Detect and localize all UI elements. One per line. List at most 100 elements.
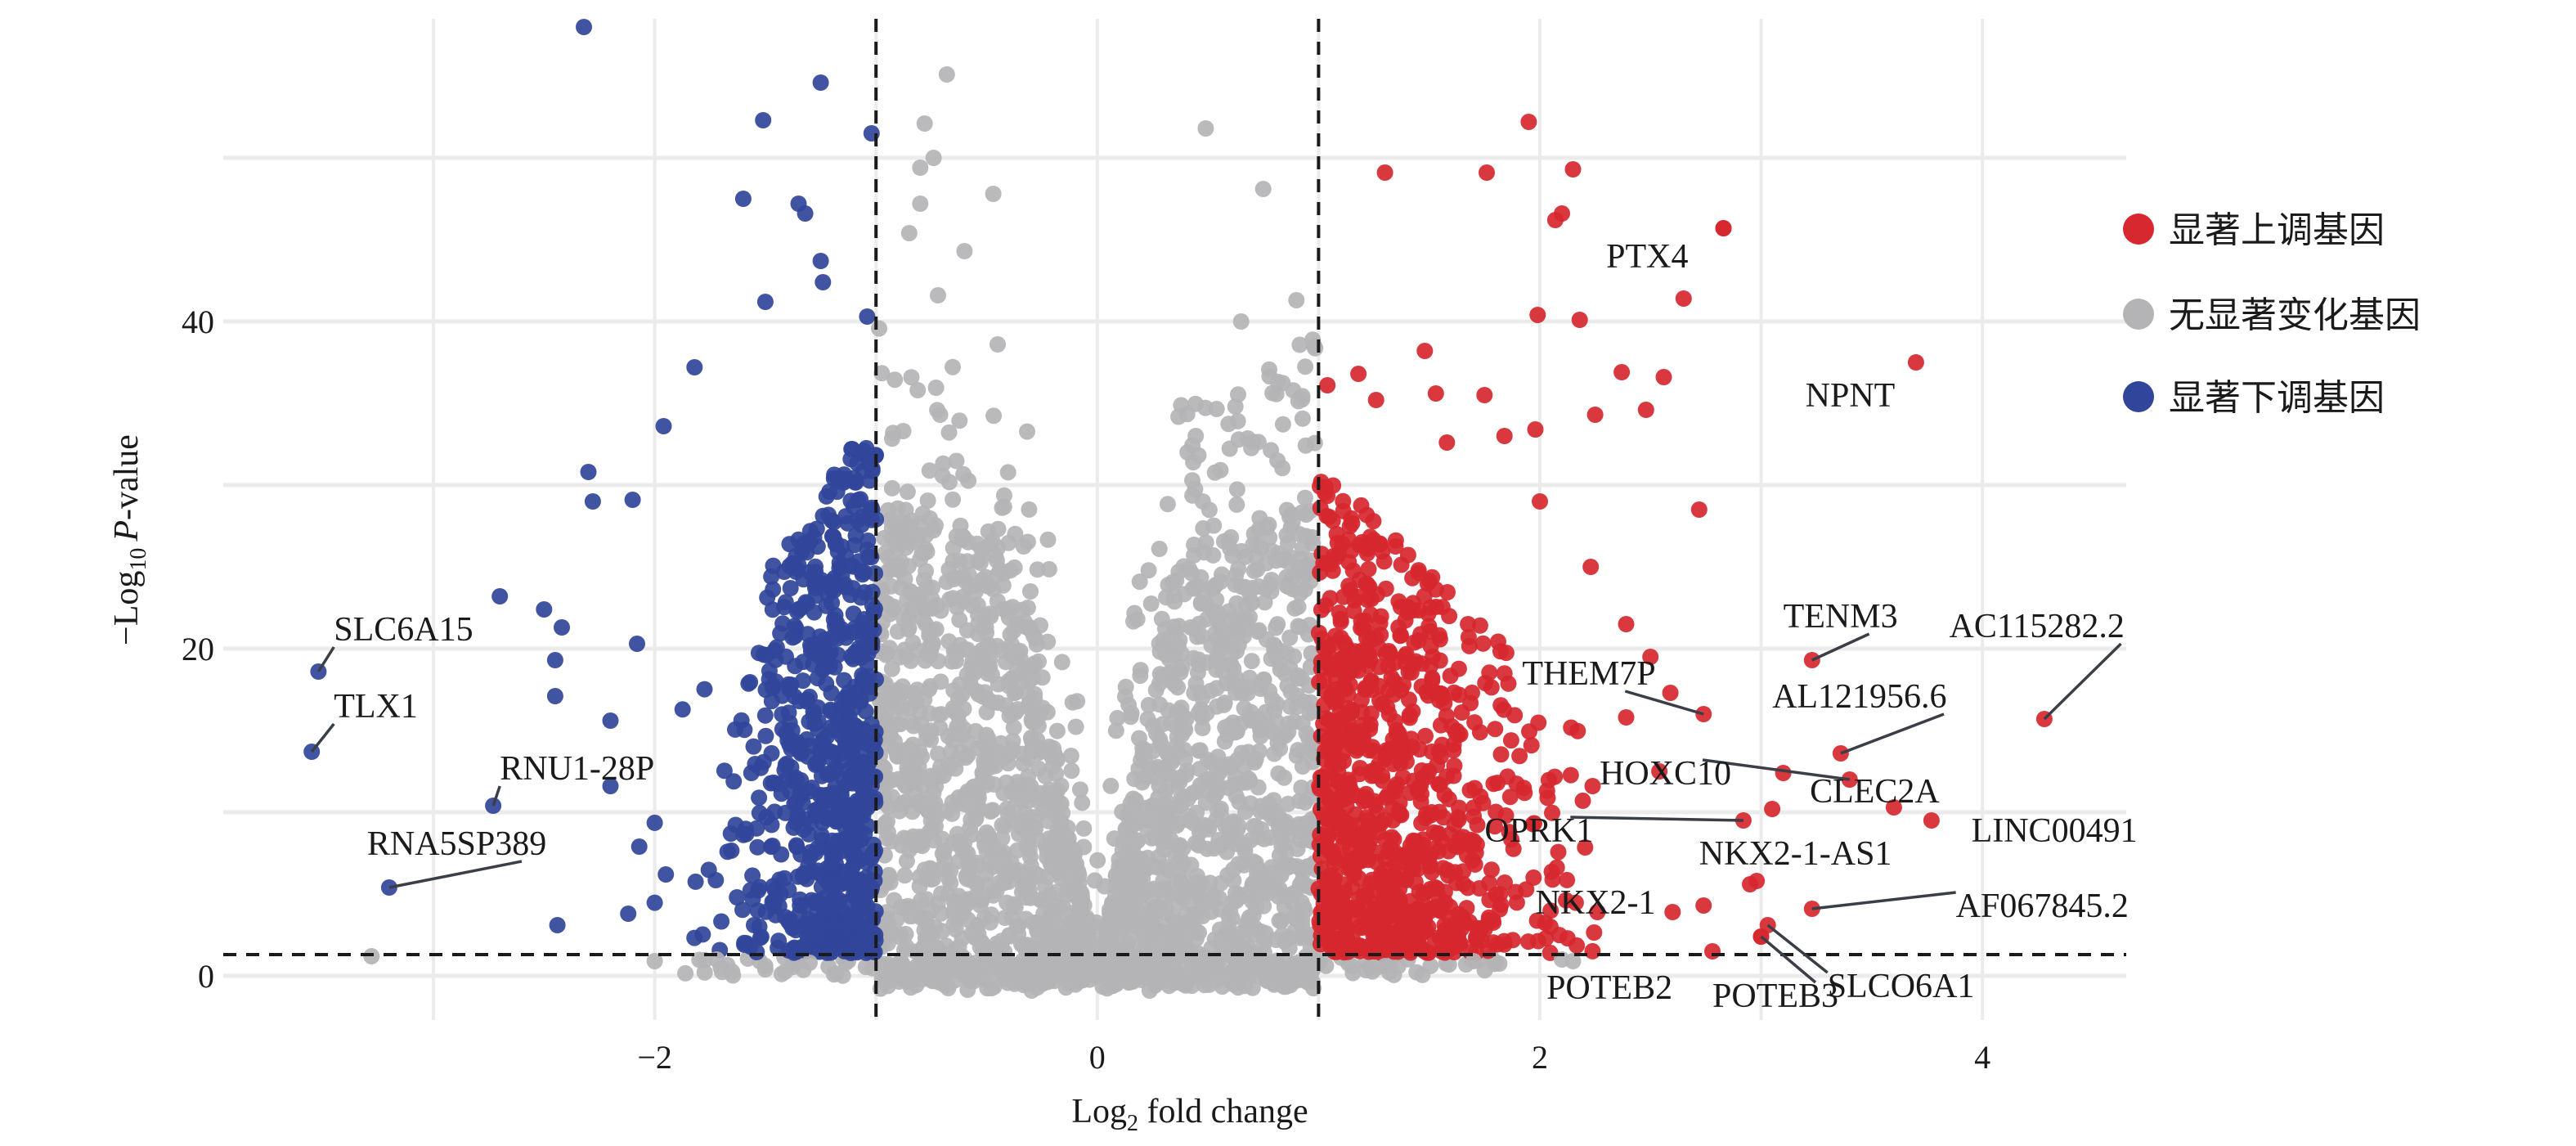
ns-point: [1025, 714, 1042, 731]
ns-point: [1064, 694, 1081, 711]
ns-point: [1274, 416, 1291, 433]
up-point: [1434, 929, 1451, 946]
down-point: [776, 762, 793, 779]
down-point: [687, 873, 704, 890]
gene-label: TENM3: [1784, 598, 1898, 636]
up-point: [1518, 881, 1535, 898]
ns-point: [1102, 777, 1120, 794]
ns-point: [1218, 939, 1235, 955]
ns-point: [1271, 655, 1288, 672]
ns-point: [999, 464, 1016, 481]
ns-point: [1151, 541, 1168, 557]
ns-point: [1050, 898, 1067, 915]
ns-point: [900, 225, 918, 241]
ns-point: [1194, 690, 1211, 707]
up-point: [1406, 655, 1422, 672]
up-point: [1422, 599, 1439, 616]
down-point: [674, 701, 691, 718]
up-point: [1538, 782, 1555, 799]
y-axis-title-rest: -value: [108, 434, 146, 520]
ns-point: [886, 371, 904, 389]
legend-item-up[interactable]: 显著上调基因: [2123, 209, 2385, 251]
ns-point: [1172, 769, 1189, 786]
up-point: [1389, 726, 1406, 743]
ns-point: [1030, 760, 1047, 777]
up-point: [1419, 575, 1436, 592]
ns-point: [934, 845, 951, 862]
ns-point: [1228, 481, 1245, 498]
up-point: [1637, 402, 1654, 418]
ns-point: [982, 536, 999, 553]
ns-point: [1274, 927, 1290, 944]
down-point: [855, 624, 872, 641]
up-point: [1364, 739, 1381, 756]
legend-item-down[interactable]: 显著下调基因: [2123, 377, 2385, 419]
up-point: [1358, 545, 1376, 562]
ns-point: [903, 369, 920, 386]
up-point: [1451, 686, 1468, 703]
ns-point: [1230, 431, 1247, 448]
gene-label: RNA5SP389: [367, 825, 546, 863]
ns-point: [1012, 650, 1029, 667]
ns-point: [1183, 856, 1200, 874]
down-point: [576, 19, 592, 35]
down-point: [749, 838, 766, 856]
ns-point: [927, 380, 945, 396]
ns-point: [1130, 881, 1147, 897]
up-point: [1367, 392, 1384, 408]
up-point: [1655, 369, 1672, 385]
up-point: [1542, 919, 1559, 935]
ns-point: [1230, 386, 1246, 403]
down-point: [830, 471, 847, 488]
ns-point: [970, 789, 987, 807]
ns-point: [1344, 964, 1362, 982]
ns-point: [1241, 883, 1258, 901]
down-point: [788, 837, 805, 854]
ns-point: [1288, 292, 1305, 308]
ns-point: [1564, 953, 1582, 969]
ns-point: [677, 964, 694, 982]
ns-point: [1029, 561, 1046, 578]
ns-point: [1056, 851, 1073, 868]
ns-point: [1022, 695, 1039, 712]
down-point: [786, 939, 803, 956]
ns-point: [1107, 722, 1124, 739]
up-point: [1651, 763, 1668, 780]
labeled-gene-point: [1832, 745, 1849, 762]
ns-point: [1247, 818, 1264, 835]
ns-point: [1290, 618, 1307, 635]
up-point: [1424, 669, 1441, 686]
down-point: [491, 588, 509, 604]
ns-point: [1206, 464, 1223, 481]
ns-point: [1232, 715, 1250, 732]
gene-label-connector: [491, 785, 501, 807]
legend-label-up: 显著上调基因: [2169, 209, 2385, 251]
ns-point: [985, 694, 1001, 711]
up-point: [1395, 676, 1411, 693]
legend-item-ns[interactable]: 无显著变化基因: [2123, 294, 2421, 336]
ns-point: [1272, 913, 1290, 930]
down-point: [857, 886, 874, 903]
down-point: [789, 810, 806, 827]
ns-point: [873, 970, 891, 987]
up-point: [1492, 746, 1510, 763]
ns-point: [1169, 928, 1187, 944]
ns-point: [1268, 695, 1286, 712]
down-point: [602, 778, 619, 794]
ns-point: [1408, 964, 1425, 981]
down-point: [813, 767, 830, 784]
ns-point: [983, 906, 1000, 924]
ns-point: [951, 611, 968, 628]
gene-label: THEM7P: [1522, 655, 1655, 693]
down-point: [855, 443, 873, 460]
ns-point: [974, 645, 991, 663]
up-point: [1462, 831, 1479, 848]
gene-label-connector: [1702, 758, 1851, 781]
ns-point: [1131, 730, 1147, 747]
ns-point: [1015, 538, 1032, 555]
ns-point: [1003, 703, 1020, 721]
down-point: [821, 908, 838, 925]
ns-point: [1242, 795, 1259, 812]
down-point: [629, 636, 645, 652]
ns-point: [1219, 623, 1236, 640]
